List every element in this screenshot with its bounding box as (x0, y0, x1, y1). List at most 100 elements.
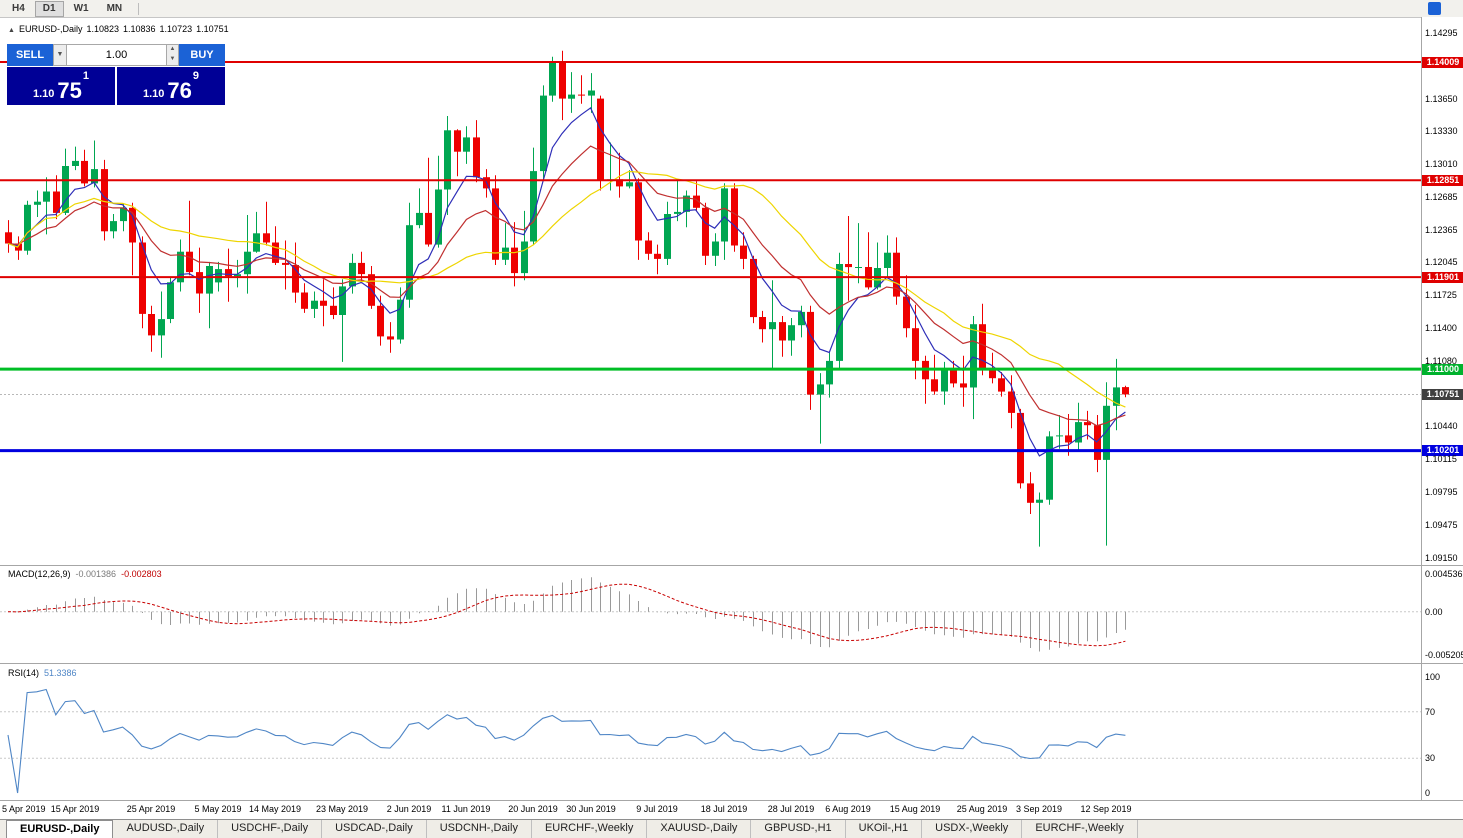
rsi-axis-label: 30 (1425, 753, 1436, 763)
price-axis[interactable]: 1.14295 1.14009 1.13650 1.13330 1.13010 1.128… (1421, 17, 1463, 800)
tab-eurchf-weekly[interactable]: EURCHF-,Weekly (1022, 820, 1138, 838)
date-axis-label: 2 Jun 2019 (386, 804, 432, 814)
price-axis-label: 1.11725 (1425, 290, 1457, 300)
pane-resize-handle[interactable] (0, 800, 1463, 801)
volume-input[interactable]: 1.00 (67, 44, 166, 66)
date-axis-label: 25 Aug 2019 (956, 804, 1008, 814)
price-chart[interactable] (0, 17, 1421, 565)
ask-pipette: 9 (192, 70, 200, 82)
tab-usdchf-daily[interactable]: USDCHF-,Daily (218, 820, 323, 838)
tab-usdx-weekly[interactable]: USDX-,Weekly (922, 820, 1023, 838)
rsi-chart[interactable] (0, 664, 1421, 800)
price-axis-label: 1.10115 (1425, 454, 1457, 464)
timeframe-mn-button[interactable]: MN (106, 2, 123, 14)
rsi-axis-label: 70 (1425, 707, 1436, 717)
price-axis-label: 1.12685 (1425, 192, 1458, 202)
tab-audusd-daily[interactable]: AUDUSD-,Daily (113, 820, 219, 838)
ask-price-display: 1.10 76 9 (117, 67, 225, 105)
rsi-axis-label: 100 (1425, 672, 1441, 682)
date-axis-label: 9 Jul 2019 (636, 804, 678, 814)
volume-down-icon[interactable]: ▼ (169, 56, 176, 62)
buy-button[interactable]: BUY (179, 44, 225, 66)
bid-big-digits: 75 (57, 78, 82, 103)
volume-up-icon[interactable]: ▲ (169, 46, 176, 52)
date-axis-label: 20 Jun 2019 (508, 804, 558, 814)
price-axis-label: 1.09150 (1425, 553, 1458, 563)
rsi-title: RSI(14) (8, 668, 40, 678)
toolbar-separator (138, 2, 140, 15)
ask-big-digits: 76 (167, 78, 192, 103)
date-axis-label: 15 Apr 2019 (50, 804, 100, 814)
price-badge-1.11000: 1.11000 (1422, 364, 1463, 375)
date-axis-label: 12 Sep 2019 (1080, 804, 1132, 814)
macd-title: MACD(12,26,9) (8, 569, 71, 579)
chart-tabs-bar: EURUSD-,Daily AUDUSD-,Daily USDCHF-,Daily U… (0, 819, 1463, 838)
price-axis-label: 1.10440 (1425, 421, 1458, 431)
tab-xauusd-daily[interactable]: XAUUSD-,Daily (647, 820, 752, 838)
chart-title: ▲ EURUSD-,Daily 1.10823 1.10836 1.10723 1.107… (8, 24, 233, 34)
ohlc-open: 1.10823 (86, 24, 119, 34)
price-badge-1.10201: 1.10201 (1422, 445, 1463, 456)
ohlc-low: 1.10723 (159, 24, 193, 34)
timeframe-toolbar: H4 D1 W1 MN (0, 0, 132, 17)
tab-usdcnh-daily[interactable]: USDCNH-,Daily (427, 820, 532, 838)
tab-usdcad-daily[interactable]: USDCAD-,Daily (322, 820, 427, 838)
price-axis-label: 1.12045 (1425, 257, 1458, 267)
tab-ukoil-h1[interactable]: UKOil-,H1 (846, 820, 923, 838)
macd-value: -0.001386 (75, 569, 117, 579)
pane-resize-handle[interactable] (0, 663, 1463, 664)
sell-button[interactable]: SELL (7, 44, 53, 66)
timeframe-w1-button[interactable]: W1 (73, 2, 89, 14)
macd-signal-value: -0.002803 (121, 569, 162, 579)
price-axis-label: 1.11400 (1425, 323, 1457, 333)
volume-stepper[interactable]: ▲ ▼ (166, 44, 179, 66)
ask-prefix: 1.10 (142, 88, 165, 100)
bid-pipette: 1 (82, 70, 90, 82)
date-axis-label: 14 May 2019 (248, 804, 302, 814)
date-axis-label: 30 Jun 2019 (566, 804, 616, 814)
rsi-axis-label: 0 (1425, 788, 1431, 798)
macd-axis-label: -0.005205 (1425, 650, 1463, 660)
timeframe-h4-button[interactable]: H4 (12, 2, 25, 14)
rsi-value: 51.3386 (44, 668, 77, 678)
macd-indicator-label: MACD(12,26,9) -0.001386 -0.002803 (8, 569, 167, 579)
date-axis-label: 28 Jul 2019 (767, 804, 815, 814)
price-axis-label: 1.14295 (1425, 28, 1458, 38)
bid-price-display: 1.10 75 1 (7, 67, 115, 105)
price-badge-1.12851: 1.12851 (1422, 175, 1463, 186)
rsi-indicator-label: RSI(14) 51.3386 (8, 668, 82, 678)
date-axis-label: 23 May 2019 (315, 804, 369, 814)
volume-dropdown-icon[interactable]: ▼ (53, 44, 67, 66)
date-axis-label: 5 Apr 2019 (2, 804, 46, 814)
price-badge-1.10751: 1.10751 (1422, 389, 1463, 400)
price-axis-label: 1.11080 (1425, 356, 1457, 366)
one-click-trading-panel: SELL ▼ 1.00 ▲ ▼ BUY 1.10 75 1 1.10 76 9 (7, 44, 225, 105)
time-axis[interactable]: 5 Apr 2019 15 Apr 2019 25 Apr 2019 5 May 20… (0, 801, 1421, 819)
chart-window-icon[interactable] (1428, 2, 1441, 15)
macd-axis-label: 0.004536 (1425, 569, 1463, 579)
price-axis-label: 1.13010 (1425, 159, 1458, 169)
ohlc-high: 1.10836 (123, 24, 156, 34)
tab-eurchf-weekly[interactable]: EURCHF-,Weekly (532, 820, 648, 838)
date-axis-label: 6 Aug 2019 (825, 804, 871, 814)
pane-resize-handle[interactable] (0, 565, 1463, 566)
date-axis-label: 18 Jul 2019 (700, 804, 748, 814)
price-axis-label: 1.13650 (1425, 94, 1458, 104)
price-axis-label: 1.12365 (1425, 225, 1458, 235)
timeframe-d1-button[interactable]: D1 (34, 0, 64, 17)
price-axis-label: 1.09795 (1425, 487, 1458, 497)
date-axis-label: 15 Aug 2019 (889, 804, 941, 814)
tab-eurusd-daily[interactable]: EURUSD-,Daily (6, 820, 114, 838)
price-axis-label: 1.09475 (1425, 520, 1458, 530)
collapse-icon[interactable]: ▲ (8, 27, 15, 34)
price-badge-1.11901: 1.11901 (1422, 272, 1463, 283)
macd-axis-label: 0.00 (1425, 607, 1443, 617)
tab-gbpusd-h1[interactable]: GBPUSD-,H1 (751, 820, 846, 838)
chart-symbol-label: EURUSD-,Daily (18, 24, 83, 34)
price-badge-1.14009: 1.14009 (1422, 57, 1463, 68)
bid-prefix: 1.10 (32, 88, 55, 100)
date-axis-label: 11 Jun 2019 (441, 804, 491, 814)
top-toolbar: H4 D1 W1 MN (0, 0, 1463, 18)
macd-chart[interactable] (0, 566, 1421, 663)
